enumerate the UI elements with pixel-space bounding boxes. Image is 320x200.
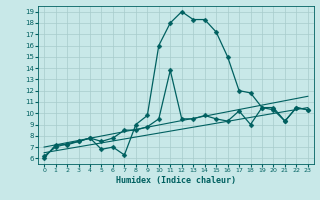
X-axis label: Humidex (Indice chaleur): Humidex (Indice chaleur) — [116, 176, 236, 185]
